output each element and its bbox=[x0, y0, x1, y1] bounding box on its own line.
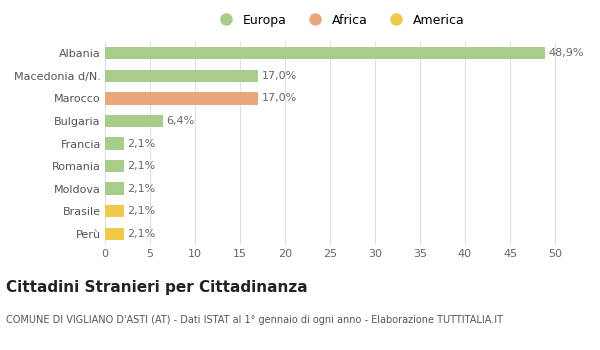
Text: 17,0%: 17,0% bbox=[262, 93, 297, 103]
Text: Cittadini Stranieri per Cittadinanza: Cittadini Stranieri per Cittadinanza bbox=[6, 280, 308, 295]
Text: 6,4%: 6,4% bbox=[166, 116, 194, 126]
Bar bbox=[105, 137, 124, 150]
Bar bbox=[105, 160, 124, 172]
Text: 48,9%: 48,9% bbox=[549, 48, 584, 58]
Bar bbox=[105, 205, 124, 217]
Bar bbox=[105, 92, 258, 105]
Text: COMUNE DI VIGLIANO D'ASTI (AT) - Dati ISTAT al 1° gennaio di ogni anno - Elabora: COMUNE DI VIGLIANO D'ASTI (AT) - Dati IS… bbox=[6, 315, 503, 325]
Text: 2,1%: 2,1% bbox=[128, 184, 156, 194]
Text: 2,1%: 2,1% bbox=[128, 161, 156, 171]
Text: 17,0%: 17,0% bbox=[262, 71, 297, 81]
Text: 2,1%: 2,1% bbox=[128, 139, 156, 148]
Bar bbox=[105, 70, 258, 82]
Text: 2,1%: 2,1% bbox=[128, 229, 156, 239]
Bar bbox=[105, 47, 545, 60]
Legend: Europa, Africa, America: Europa, Africa, America bbox=[208, 9, 470, 32]
Bar bbox=[105, 182, 124, 195]
Bar bbox=[105, 228, 124, 240]
Bar bbox=[105, 115, 163, 127]
Text: 2,1%: 2,1% bbox=[128, 206, 156, 216]
